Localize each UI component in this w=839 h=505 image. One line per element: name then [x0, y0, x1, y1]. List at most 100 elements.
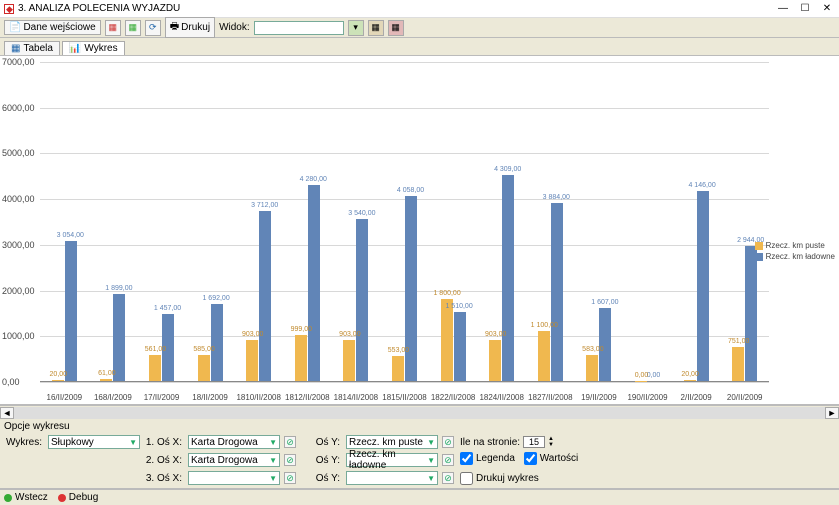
- clear-1x[interactable]: ⊘: [284, 436, 296, 448]
- clear-3y[interactable]: ⊘: [442, 472, 454, 484]
- bar-value-label-s0: 553,00: [384, 347, 414, 354]
- drukuj-button[interactable]: 🖶 Drukuj: [165, 17, 215, 38]
- chk-legenda[interactable]: [460, 452, 473, 465]
- bar-group: [730, 246, 760, 381]
- y-axis-label: 1000,00: [2, 331, 35, 341]
- bar-value-label-s0: 999,00: [286, 326, 316, 333]
- bar-value-label-s0: 751,00: [724, 338, 754, 345]
- clear-1y[interactable]: ⊘: [442, 436, 454, 448]
- chk-drukuj-label: Drukuj wykres: [476, 473, 539, 484]
- wstecz-button[interactable]: Wstecz: [4, 492, 48, 503]
- debug-label: Debug: [69, 492, 98, 503]
- sel-1osy[interactable]: Rzecz. km puste▼: [346, 435, 438, 449]
- dropdown-icon: ▼: [269, 438, 277, 447]
- sel-3osx[interactable]: ▼: [188, 471, 280, 485]
- bar-series-1: [211, 304, 223, 381]
- minimize-button[interactable]: —: [775, 3, 791, 14]
- clear-2y[interactable]: ⊘: [442, 454, 454, 466]
- close-button[interactable]: ✕: [819, 3, 835, 14]
- bar-group: [438, 299, 468, 381]
- x-axis-label: 2/II/2009: [681, 393, 712, 402]
- view-btn-3[interactable]: ▦: [388, 20, 404, 36]
- view-btn-1[interactable]: ▾: [348, 20, 364, 36]
- tool-btn-2[interactable]: ▦: [125, 20, 141, 36]
- bar-series-0: [441, 299, 453, 381]
- bar-group: [98, 294, 128, 381]
- tab-wykres[interactable]: 📊 Wykres: [62, 41, 125, 55]
- tool-btn-1[interactable]: ▦: [105, 20, 121, 36]
- x-axis-label: 1814/II/2008: [334, 393, 378, 402]
- gridline: [40, 62, 769, 63]
- clear-2x[interactable]: ⊘: [284, 454, 296, 466]
- doc-icon: 📄: [9, 22, 21, 33]
- scroll-right-button[interactable]: ►: [825, 407, 839, 419]
- clear-icon: ⊘: [286, 455, 294, 466]
- bar-group: [584, 308, 614, 381]
- tab-tabela-label: Tabela: [23, 43, 52, 54]
- bar-value-label-s1: 3 712,00: [250, 202, 280, 209]
- refresh-icon: ⟳: [149, 22, 157, 33]
- spin-down[interactable]: ▼: [548, 442, 554, 448]
- bar-value-label-s1: 1 899,00: [104, 285, 134, 292]
- chart-legend: Rzecz. km puste Rzecz. km ładowne: [755, 241, 835, 263]
- y-axis-label: 7000,00: [2, 57, 35, 67]
- bar-value-label-s0: 0,00: [627, 372, 657, 379]
- tool-btn-3[interactable]: ⟳: [145, 20, 161, 36]
- bar-value-label-s0: 20,00: [675, 371, 705, 378]
- grid3-icon: ▦: [371, 22, 380, 33]
- debug-button[interactable]: Debug: [58, 492, 98, 503]
- dropdown-icon: ▼: [129, 438, 137, 447]
- y-axis-label: 0,00: [2, 377, 20, 387]
- sel-2osx-val: Karta Drogowa: [191, 455, 258, 466]
- bar-value-label-s0: 561,00: [141, 346, 171, 353]
- chk-drukuj[interactable]: [460, 472, 473, 485]
- dropdown-icon: ▼: [269, 474, 277, 483]
- x-axis-label: 16/II/2009: [47, 393, 83, 402]
- bar-value-label-s0: 585,00: [189, 346, 219, 353]
- del-icon: ▦: [391, 22, 400, 33]
- bar-series-0: [489, 340, 501, 381]
- chk-wartosc[interactable]: [524, 452, 537, 465]
- sel-wykres[interactable]: Słupkowy▼: [48, 435, 140, 449]
- sel-1osx[interactable]: Karta Drogowa▼: [188, 435, 280, 449]
- wstecz-label: Wstecz: [15, 492, 48, 503]
- dane-wejsciowe-button[interactable]: 📄 Dane wejściowe: [4, 20, 101, 35]
- bar-series-1: [502, 175, 514, 381]
- bar-value-label-s0: 1 100,00: [529, 322, 559, 329]
- scroll-left-button[interactable]: ◄: [0, 407, 14, 419]
- bar-series-1: [454, 312, 466, 381]
- sel-2osy[interactable]: Rzecz. km ładowne▼: [346, 453, 438, 467]
- ile-input[interactable]: [523, 436, 545, 448]
- x-axis-label: 1815/II/2008: [382, 393, 426, 402]
- bar-value-label-s1: 3 054,00: [55, 232, 85, 239]
- sel-3osy[interactable]: ▼: [346, 471, 438, 485]
- chart-icon: 📊: [69, 43, 81, 54]
- bar-group: [244, 211, 274, 381]
- clear-icon: ⊘: [444, 455, 452, 466]
- bar-value-label-s0: 61,00: [92, 370, 122, 377]
- dropdown-icon: ▼: [427, 438, 435, 447]
- sel-2osx[interactable]: Karta Drogowa▼: [188, 453, 280, 467]
- gridline: [40, 382, 769, 383]
- maximize-button[interactable]: ☐: [797, 3, 813, 14]
- gridline: [40, 108, 769, 109]
- bar-series-0: [149, 355, 161, 381]
- clear-icon: ⊘: [444, 437, 452, 448]
- legend-swatch-1: [755, 253, 763, 261]
- x-axis-label: 1822/II/2008: [431, 393, 475, 402]
- bar-group: [49, 241, 79, 381]
- chart-area: 3 054,0020,001 899,0061,001 457,00561,00…: [40, 62, 769, 382]
- clear-3x[interactable]: ⊘: [284, 472, 296, 484]
- scroll-track[interactable]: [14, 407, 825, 419]
- bar-value-label-s0: 903,00: [481, 331, 511, 338]
- print-icon: 🖶: [170, 19, 179, 36]
- widok-input[interactable]: [254, 21, 344, 35]
- view-btn-2[interactable]: ▦: [368, 20, 384, 36]
- tab-tabela[interactable]: ▦ Tabela: [4, 41, 60, 55]
- bar-group: [681, 191, 711, 381]
- table-icon: ▦: [11, 43, 20, 54]
- bar-value-label-s1: 4 058,00: [396, 187, 426, 194]
- bar-value-label-s1: 4 309,00: [493, 166, 523, 173]
- bar-series-0: [100, 379, 112, 381]
- clear-icon: ⊘: [286, 437, 294, 448]
